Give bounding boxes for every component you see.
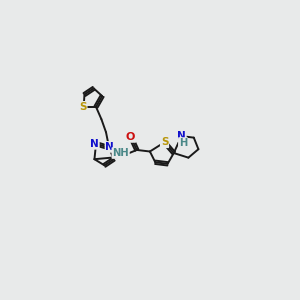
- Text: NH: NH: [112, 148, 129, 158]
- Text: H: H: [179, 138, 187, 148]
- Text: S: S: [161, 137, 168, 147]
- Text: S: S: [79, 102, 87, 112]
- Text: O: O: [126, 132, 135, 142]
- Text: N: N: [177, 131, 186, 141]
- Text: N: N: [90, 139, 99, 149]
- Text: N: N: [106, 142, 114, 152]
